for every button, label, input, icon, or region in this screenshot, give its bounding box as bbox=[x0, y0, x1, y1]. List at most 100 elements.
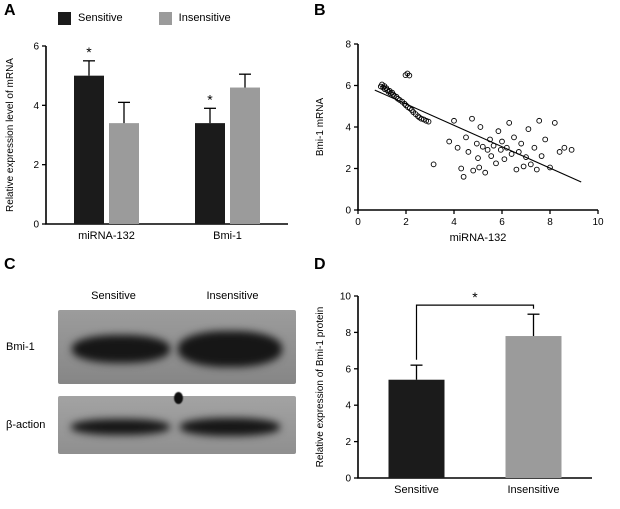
category-label: miRNA-132 bbox=[78, 230, 135, 242]
significance-bracket bbox=[415, 304, 535, 360]
data-point bbox=[384, 87, 391, 93]
data-point bbox=[533, 166, 540, 173]
protein-bar-chart: 0 2 4 6 8 10 Relative expression of Bmi-1 prot… bbox=[315, 289, 592, 496]
x-tick-label: 0 bbox=[355, 217, 361, 228]
y-tick-label: 6 bbox=[345, 364, 351, 375]
data-point bbox=[477, 124, 484, 130]
legend-swatch-sensitive bbox=[58, 11, 71, 25]
legend-swatch-insensitive bbox=[158, 11, 172, 25]
data-point bbox=[470, 167, 477, 174]
blot-artifact-spot bbox=[174, 392, 183, 404]
panel-b-label: B bbox=[314, 2, 326, 19]
data-point bbox=[493, 160, 499, 167]
trend-line bbox=[374, 89, 582, 183]
category-label: Insensitive bbox=[508, 484, 560, 496]
blot-col-label-sensitive: Sensitive bbox=[91, 290, 136, 302]
data-point bbox=[465, 149, 472, 155]
panel-d: D 0 2 4 6 8 10 Relative expression of Bmi-1 pr… bbox=[312, 256, 618, 506]
data-point bbox=[523, 154, 529, 160]
bar-miRNA-132-Insensitive bbox=[109, 123, 139, 224]
bar-Insensitive bbox=[505, 336, 562, 478]
significance-star: * bbox=[472, 289, 478, 305]
y-tick-label: 8 bbox=[345, 40, 351, 51]
data-point bbox=[518, 140, 525, 147]
data-point bbox=[476, 164, 483, 171]
data-point bbox=[475, 155, 481, 161]
data-point bbox=[527, 161, 534, 168]
data-point bbox=[401, 100, 408, 107]
data-point bbox=[561, 144, 568, 151]
panel-a: A Sensitive Insensitive 0 2 4 6 Relative exp… bbox=[2, 2, 308, 254]
data-point bbox=[511, 134, 517, 141]
blot-column-labels: Sensitive Insensitive bbox=[54, 290, 292, 302]
bar-Bmi-1-Insensitive bbox=[230, 87, 260, 225]
blot-row-label-bactin: β-action bbox=[6, 419, 46, 431]
data-point bbox=[469, 115, 475, 122]
data-point bbox=[460, 173, 467, 180]
bar-miRNA-132-Sensitive bbox=[74, 75, 104, 224]
data-point bbox=[446, 138, 453, 145]
data-point bbox=[501, 156, 508, 163]
significance-star: * bbox=[86, 44, 92, 60]
x-axis-title: miRNA-132 bbox=[450, 232, 507, 244]
data-point bbox=[499, 138, 505, 145]
blot-band-bactin-insensitive bbox=[180, 418, 280, 436]
blot-col-label-insensitive: Insensitive bbox=[206, 290, 259, 302]
blot-row-label-bmi1: Bmi-1 bbox=[6, 341, 35, 353]
legend-item-insensitive: Insensitive bbox=[158, 11, 231, 25]
correlation-scatter-plot: 0 2 4 6 8 Bmi-1 mRNA 0 2 4 6 8 10 miRNA-132 bbox=[315, 40, 604, 245]
legend: Sensitive Insensitive bbox=[58, 10, 308, 26]
blot-band-bactin-sensitive bbox=[71, 419, 170, 435]
data-point bbox=[430, 161, 437, 168]
data-point bbox=[488, 153, 495, 159]
data-point bbox=[536, 117, 543, 124]
blot-film-bmi1 bbox=[58, 310, 296, 384]
y-tick-label: 6 bbox=[33, 42, 39, 53]
data-point bbox=[525, 126, 532, 132]
data-point bbox=[380, 84, 387, 91]
data-point bbox=[463, 134, 469, 141]
x-tick-label: 2 bbox=[403, 217, 409, 228]
mrna-bar-chart: 0 2 4 6 Relative expression level of mRNA miR… bbox=[5, 42, 288, 242]
y-axis-title: Relative expression of Bmi-1 protein bbox=[315, 307, 326, 468]
y-tick-label: 0 bbox=[345, 206, 351, 217]
bar-Bmi-1-Sensitive bbox=[195, 123, 225, 224]
y-tick-label: 0 bbox=[33, 220, 39, 231]
data-point bbox=[495, 128, 502, 135]
y-tick-label: 8 bbox=[345, 328, 351, 339]
blot-row-bmi1: Bmi-1 bbox=[2, 310, 308, 384]
legend-label-sensitive: Sensitive bbox=[78, 12, 123, 24]
panel-c-label: C bbox=[4, 256, 16, 273]
y-tick-label: 6 bbox=[345, 81, 351, 92]
x-tick-label: 10 bbox=[592, 217, 604, 228]
y-tick-label: 2 bbox=[345, 437, 351, 448]
data-point bbox=[520, 163, 527, 170]
bar-Sensitive bbox=[388, 379, 445, 478]
x-tick-label: 8 bbox=[547, 217, 553, 228]
category-label: Bmi-1 bbox=[213, 230, 242, 242]
data-point bbox=[556, 149, 563, 155]
data-point bbox=[479, 143, 486, 150]
panel-a-label: A bbox=[4, 2, 16, 19]
y-tick-label: 10 bbox=[340, 292, 352, 303]
data-point bbox=[568, 146, 575, 153]
y-tick-label: 0 bbox=[345, 474, 351, 485]
data-point bbox=[473, 140, 480, 147]
y-axis-title: Bmi-1 mRNA bbox=[315, 98, 326, 157]
data-point bbox=[497, 146, 504, 153]
data-point bbox=[418, 115, 425, 122]
data-point bbox=[542, 136, 549, 143]
data-point bbox=[551, 119, 558, 126]
data-point bbox=[484, 146, 491, 153]
blot-band-bmi1-insensitive bbox=[178, 331, 282, 367]
data-point bbox=[406, 72, 413, 79]
y-tick-label: 4 bbox=[345, 123, 351, 134]
panel-c: C Sensitive Insensitive Bmi-1 β-action bbox=[2, 256, 308, 506]
y-axis-title: Relative expression level of mRNA bbox=[5, 58, 16, 212]
x-tick-label: 6 bbox=[499, 217, 505, 228]
data-point bbox=[423, 117, 430, 124]
blot-band-bmi1-sensitive bbox=[72, 335, 170, 363]
legend-item-sensitive: Sensitive bbox=[58, 11, 123, 25]
x-tick-label: 4 bbox=[451, 217, 457, 228]
legend-label-insensitive: Insensitive bbox=[178, 12, 231, 24]
